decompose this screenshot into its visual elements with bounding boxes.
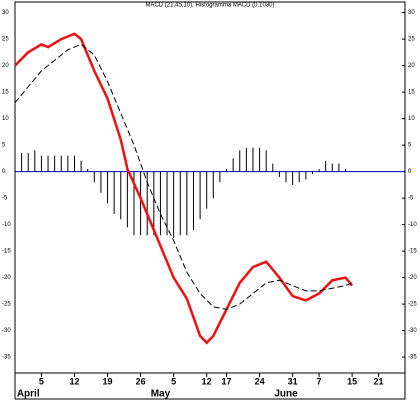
x-tick-label: 5	[39, 376, 44, 386]
x-tick-label: 26	[136, 376, 146, 386]
y2-tick-label: 0	[408, 169, 412, 175]
x-tick-label: 24	[255, 376, 265, 386]
month-label: June	[274, 389, 298, 400]
y-tick-label: 10	[2, 116, 9, 122]
y2-tick-label: -10	[408, 222, 417, 228]
y2-tick-label: -35	[408, 355, 417, 361]
y2-tick-label: 20	[408, 63, 415, 69]
y2-tick-label: -5	[408, 196, 414, 202]
x-tick-label: 17	[222, 376, 232, 386]
x-tick-label: 31	[288, 376, 298, 386]
x-tick-label: 12	[69, 376, 79, 386]
y-tick-label: -5	[2, 196, 8, 202]
y-tick-label: -15	[2, 249, 11, 255]
macd-line	[14, 32, 354, 345]
y-tick-label: -25	[2, 302, 11, 308]
y-tick-label: 15	[2, 90, 9, 96]
y2-tick-label: 5	[408, 143, 412, 149]
y2-tick-label: 10	[408, 116, 415, 122]
y-tick-label: 20	[2, 63, 9, 69]
y2-tick-label: -15	[408, 249, 417, 255]
month-label: April	[17, 389, 40, 400]
y-tick-label: 30	[2, 10, 9, 16]
x-axis-frame	[14, 372, 406, 400]
x-tick-label: 7	[317, 376, 322, 386]
x-tick-label: 19	[103, 376, 113, 386]
y-tick-label: 25	[2, 37, 9, 43]
month-label: May	[151, 389, 171, 400]
plot-frame	[14, 1, 406, 374]
chart-title: MACD (21,45,10), Histogramma MACD (0.103…	[145, 3, 274, 9]
y-tick-label: -20	[2, 275, 11, 281]
x-tick-label: 5	[171, 376, 176, 386]
y-tick-label: 5	[2, 143, 6, 149]
y-tick-label: -10	[2, 222, 11, 228]
x-tick-label: 21	[374, 376, 384, 386]
x-tick-label: 15	[347, 376, 357, 386]
y2-tick-label: 25	[408, 37, 415, 43]
y-tick-label: -35	[2, 355, 11, 361]
signal-line	[14, 43, 353, 310]
y2-tick-label: -25	[408, 302, 417, 308]
x-tick-label: 12	[202, 376, 212, 386]
y2-tick-label: -30	[408, 328, 417, 334]
y2-tick-label: -20	[408, 275, 417, 281]
y2-tick-label: 30	[408, 10, 415, 16]
y2-tick-label: 15	[408, 90, 415, 96]
y-tick-label: 0	[2, 169, 6, 175]
y-tick-label: -30	[2, 328, 11, 334]
